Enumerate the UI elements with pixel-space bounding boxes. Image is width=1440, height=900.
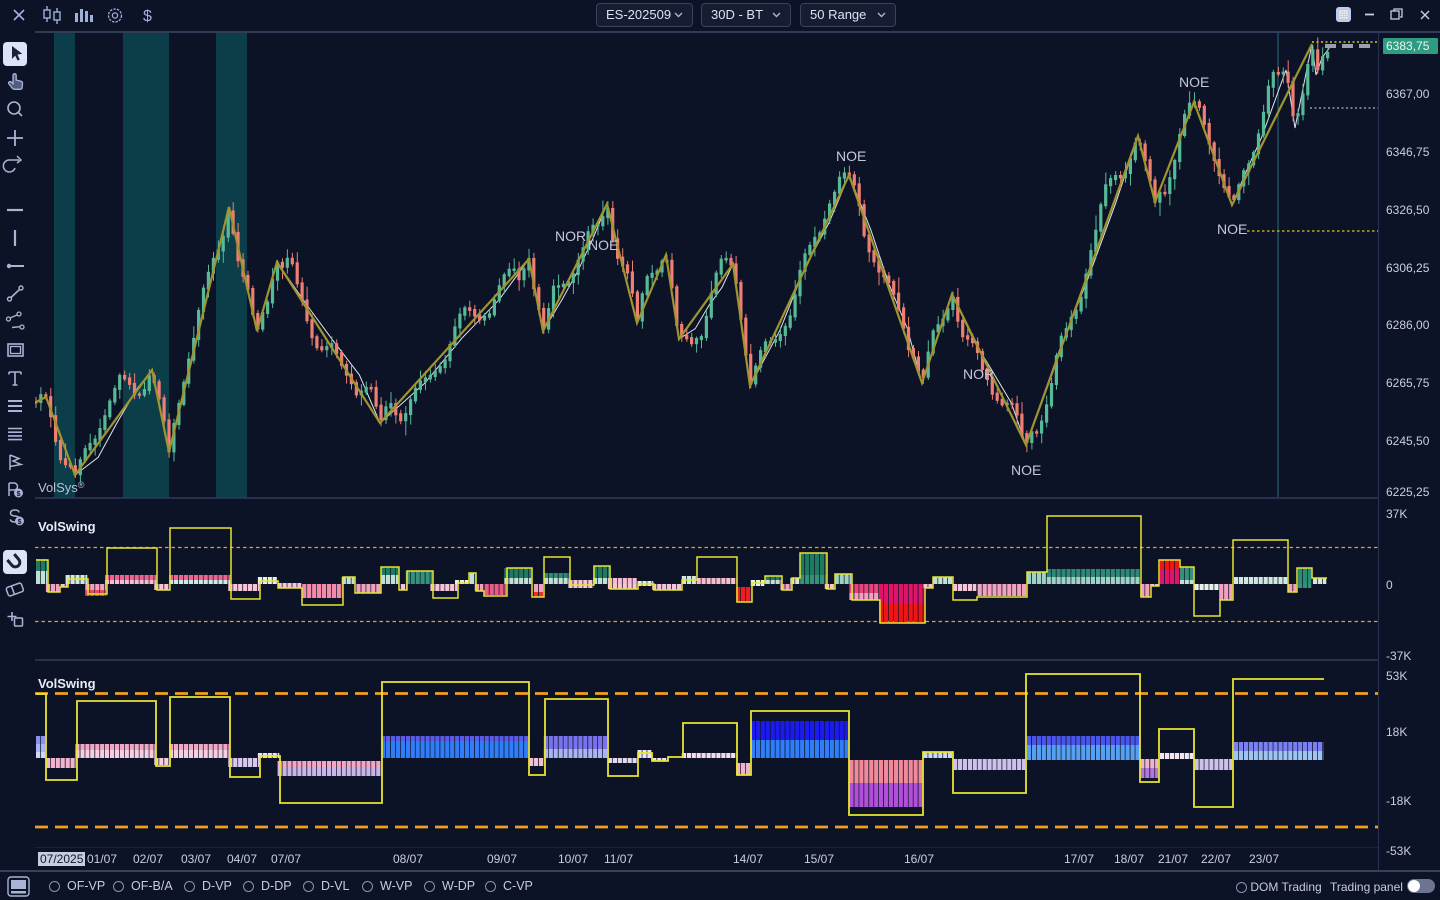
svg-text:NOR: NOR (555, 228, 586, 244)
svg-text:NOE: NOE (1179, 74, 1209, 90)
svg-text:NOR: NOR (963, 366, 994, 382)
svg-text:NOE: NOE (1011, 462, 1041, 478)
svg-text:NOE: NOE (588, 237, 618, 253)
svg-text:$: $ (17, 491, 21, 498)
svg-text:$: $ (143, 8, 152, 25)
svg-text:NOE: NOE (836, 148, 866, 164)
svg-text:$: $ (18, 519, 22, 526)
svg-text:NOE: NOE (1217, 221, 1247, 237)
